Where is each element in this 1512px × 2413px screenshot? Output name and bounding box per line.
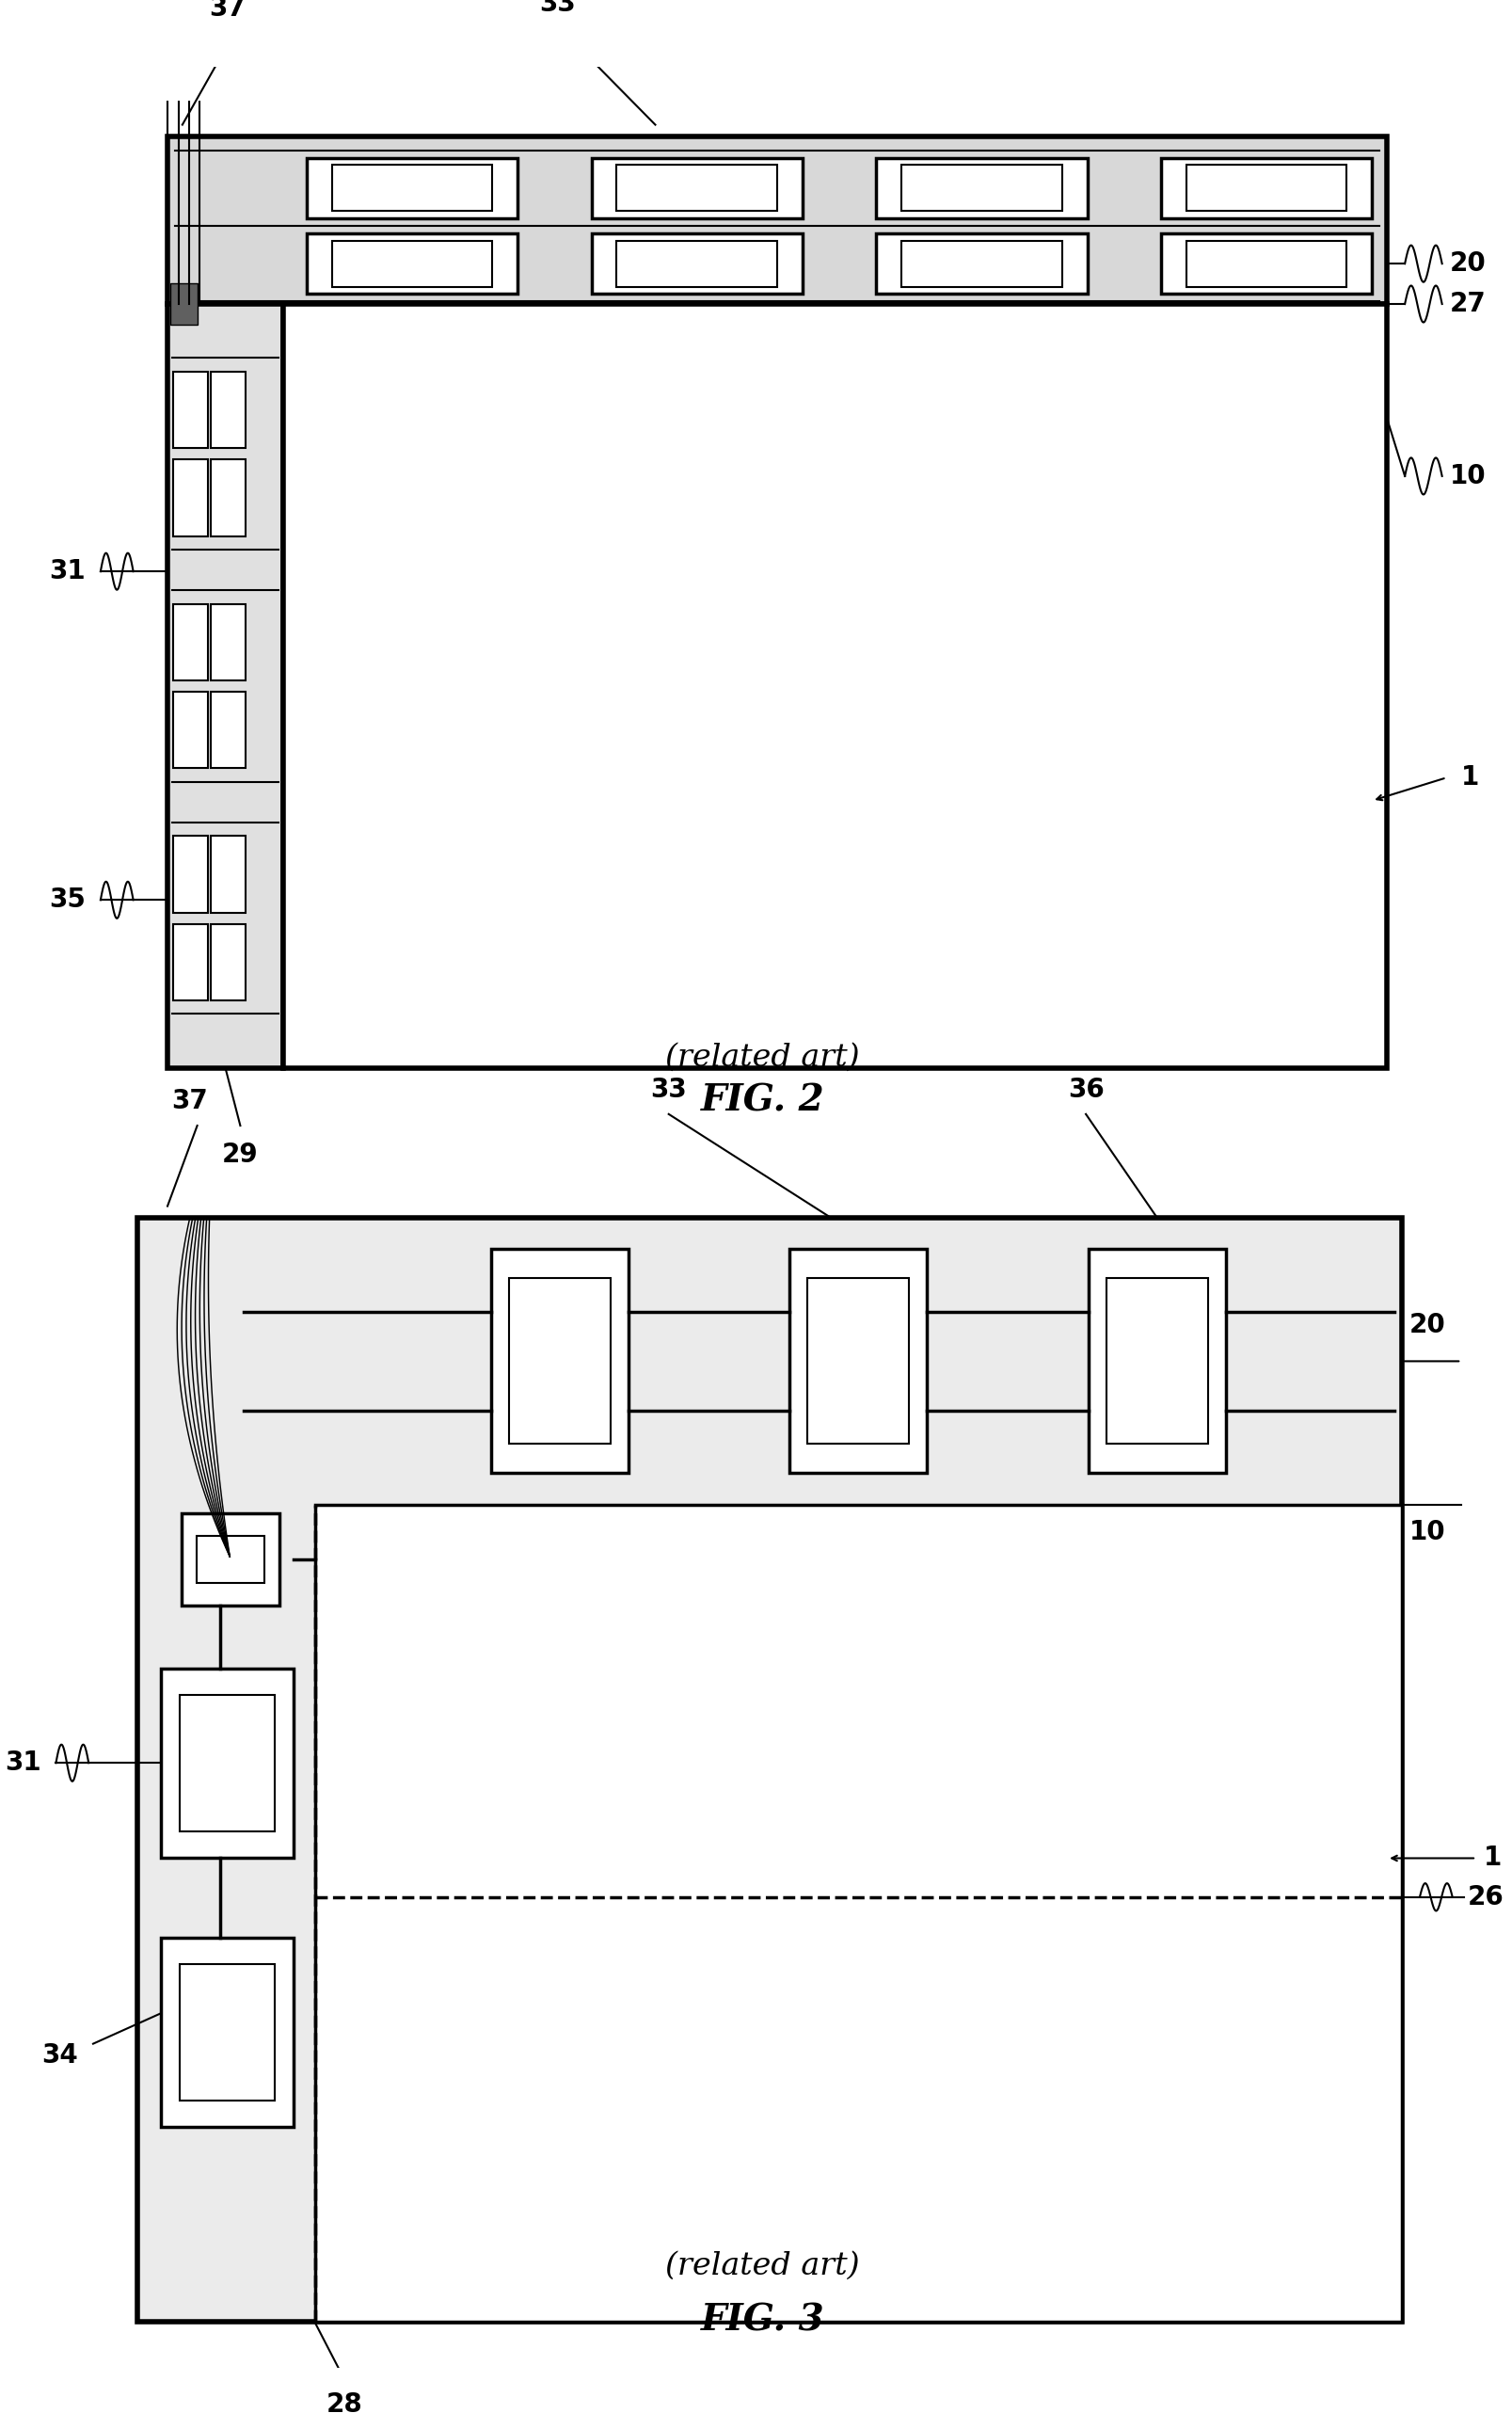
Bar bbox=[174, 458, 209, 536]
Text: FIG. 3: FIG. 3 bbox=[700, 2302, 824, 2338]
Bar bbox=[180, 1964, 275, 2099]
Bar bbox=[174, 372, 209, 449]
Bar bbox=[331, 164, 493, 210]
Text: 37: 37 bbox=[209, 0, 245, 22]
Text: 28: 28 bbox=[327, 2391, 363, 2413]
Bar bbox=[1089, 1250, 1226, 1474]
Bar bbox=[1161, 157, 1373, 217]
Bar bbox=[197, 1537, 265, 1583]
Bar bbox=[789, 1250, 927, 1474]
Text: 1: 1 bbox=[1483, 1846, 1501, 1872]
Bar bbox=[168, 304, 283, 1069]
Text: 33: 33 bbox=[650, 1076, 686, 1103]
Bar bbox=[212, 835, 245, 912]
Text: 36: 36 bbox=[1067, 1076, 1104, 1103]
Bar bbox=[168, 135, 1387, 304]
Bar bbox=[617, 164, 777, 210]
Bar bbox=[591, 234, 803, 294]
Bar bbox=[180, 1694, 275, 1831]
Bar bbox=[174, 835, 209, 912]
Bar bbox=[901, 164, 1061, 210]
Bar bbox=[160, 1938, 293, 2126]
Bar bbox=[174, 603, 209, 680]
Text: 35: 35 bbox=[48, 888, 86, 912]
Bar bbox=[491, 1250, 629, 1474]
Bar bbox=[901, 241, 1061, 287]
Text: 33: 33 bbox=[540, 0, 576, 17]
Bar bbox=[212, 372, 245, 449]
Bar bbox=[212, 693, 245, 767]
Text: 20: 20 bbox=[1450, 251, 1486, 277]
Bar bbox=[174, 924, 209, 1001]
Text: 31: 31 bbox=[50, 557, 86, 584]
Bar bbox=[307, 157, 517, 217]
Text: 20: 20 bbox=[1409, 1313, 1445, 1339]
Bar bbox=[807, 1279, 909, 1443]
Bar bbox=[212, 458, 245, 536]
Bar bbox=[331, 241, 493, 287]
Bar bbox=[314, 1506, 1402, 2321]
Bar bbox=[174, 693, 209, 767]
Bar bbox=[138, 1219, 1402, 2321]
Text: 31: 31 bbox=[5, 1749, 41, 1776]
Bar bbox=[1187, 164, 1347, 210]
Bar bbox=[591, 157, 803, 217]
Bar bbox=[181, 1513, 280, 1605]
Text: 37: 37 bbox=[171, 1088, 209, 1115]
Bar bbox=[877, 157, 1087, 217]
Text: 26: 26 bbox=[1467, 1885, 1504, 1911]
Bar bbox=[1161, 234, 1373, 294]
Text: 10: 10 bbox=[1450, 463, 1486, 490]
Text: FIG. 2: FIG. 2 bbox=[700, 1083, 824, 1120]
Text: (related art): (related art) bbox=[665, 1042, 860, 1074]
Bar bbox=[877, 234, 1087, 294]
Bar bbox=[160, 1667, 293, 1858]
Text: 27: 27 bbox=[1450, 292, 1486, 316]
Bar bbox=[307, 234, 517, 294]
Bar bbox=[283, 304, 1387, 1069]
Bar bbox=[212, 603, 245, 680]
Text: 29: 29 bbox=[222, 1141, 259, 1168]
Bar bbox=[617, 241, 777, 287]
Bar bbox=[171, 282, 197, 326]
Text: (related art): (related art) bbox=[665, 2251, 860, 2280]
Bar bbox=[1107, 1279, 1208, 1443]
Text: 10: 10 bbox=[1409, 1518, 1445, 1544]
Bar bbox=[508, 1279, 611, 1443]
Bar bbox=[212, 924, 245, 1001]
Text: 1: 1 bbox=[1462, 765, 1480, 791]
Bar bbox=[1187, 241, 1347, 287]
Text: 34: 34 bbox=[42, 2041, 79, 2068]
